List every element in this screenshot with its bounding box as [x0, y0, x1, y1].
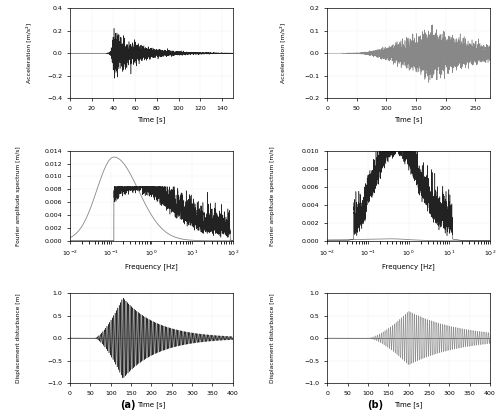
Y-axis label: Fourier amplitude spectrum [m/s]: Fourier amplitude spectrum [m/s] — [270, 146, 275, 246]
Text: (a): (a) — [120, 400, 135, 410]
Y-axis label: Displacement disturbance [m]: Displacement disturbance [m] — [16, 293, 21, 383]
Text: (b): (b) — [367, 400, 383, 410]
Y-axis label: Fourier amplitude spectrum [m/s]: Fourier amplitude spectrum [m/s] — [16, 146, 21, 246]
Y-axis label: Acceleration [m/s²]: Acceleration [m/s²] — [279, 23, 285, 83]
Y-axis label: Acceleration [m/s²]: Acceleration [m/s²] — [25, 23, 31, 83]
X-axis label: Time [s]: Time [s] — [137, 117, 166, 123]
X-axis label: Frequency [Hz]: Frequency [Hz] — [382, 263, 435, 270]
X-axis label: Time [s]: Time [s] — [394, 117, 423, 123]
X-axis label: Frequency [Hz]: Frequency [Hz] — [125, 263, 178, 270]
Y-axis label: Displacement disturbance [m]: Displacement disturbance [m] — [270, 293, 275, 383]
X-axis label: Time [s]: Time [s] — [394, 401, 423, 408]
X-axis label: Time [s]: Time [s] — [137, 401, 166, 408]
